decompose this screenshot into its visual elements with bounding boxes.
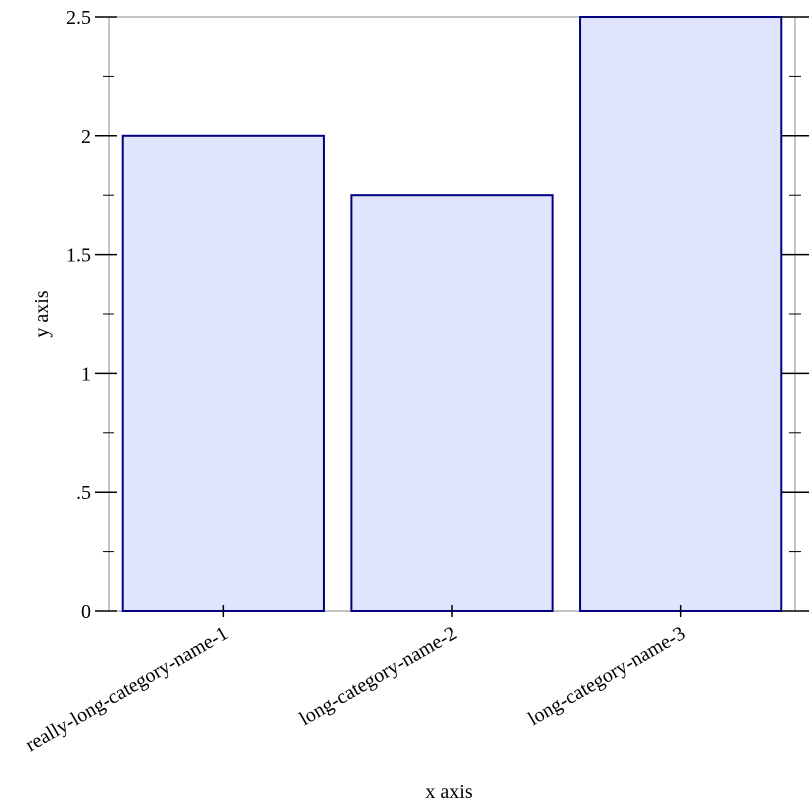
y-tick-label: 2.5 (66, 7, 91, 29)
x-tick-label: long-category-name-2 (296, 622, 461, 730)
y-tick-label: 1.5 (66, 245, 91, 267)
x-tick-label: really-long-category-name-1 (22, 622, 232, 756)
bar (121, 134, 325, 613)
bar (579, 16, 783, 612)
y-tick-label: .5 (76, 482, 91, 504)
x-axis-label: x axis (425, 781, 472, 803)
bar (350, 194, 554, 612)
y-tick-label: 0 (81, 601, 91, 623)
y-tick-label: 1 (81, 363, 91, 385)
y-tick-label: 2 (81, 126, 91, 148)
y-axis-label: y axis (31, 290, 53, 337)
x-tick-label: long-category-name-3 (524, 622, 689, 730)
